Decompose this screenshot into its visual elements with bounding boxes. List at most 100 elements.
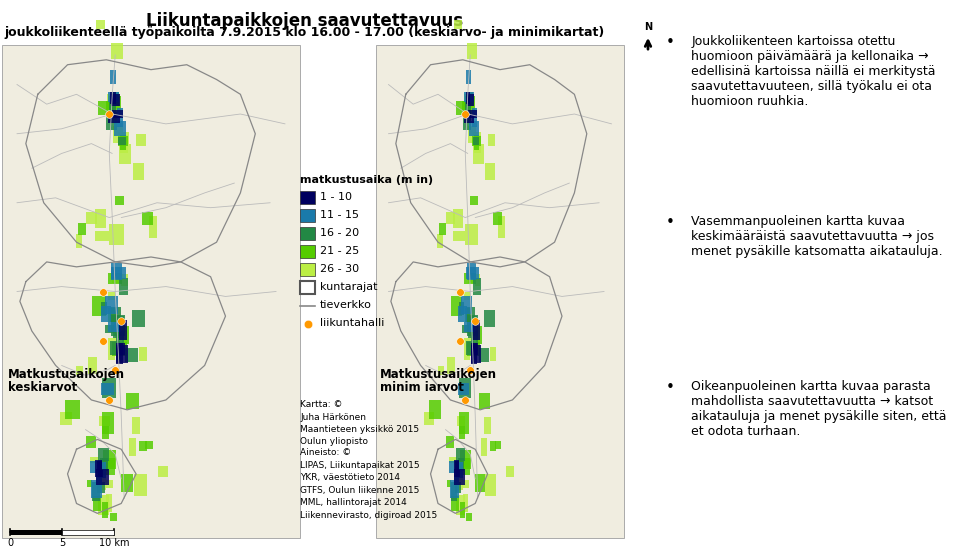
- Bar: [106, 325, 119, 333]
- Bar: [132, 310, 145, 327]
- Bar: [446, 480, 451, 487]
- Bar: [126, 349, 137, 362]
- Bar: [92, 482, 100, 500]
- Bar: [450, 480, 459, 499]
- Bar: [464, 292, 470, 300]
- Bar: [111, 342, 127, 356]
- Bar: [107, 494, 112, 512]
- Text: •: •: [665, 35, 674, 50]
- Bar: [456, 463, 463, 478]
- Bar: [486, 474, 496, 496]
- Bar: [376, 45, 624, 538]
- Bar: [468, 323, 474, 332]
- Bar: [101, 302, 108, 315]
- Bar: [458, 306, 467, 322]
- Bar: [119, 145, 132, 164]
- Bar: [99, 416, 109, 426]
- Bar: [108, 338, 115, 360]
- Bar: [300, 281, 315, 294]
- Bar: [469, 122, 479, 136]
- Bar: [467, 315, 478, 336]
- Text: Joukkoliikenteen kartoissa otettu huomioon päivämäärä ja kellonaika → edellisinä: Joukkoliikenteen kartoissa otettu huomio…: [691, 35, 936, 108]
- Bar: [102, 378, 116, 398]
- Bar: [488, 134, 495, 146]
- Bar: [108, 94, 120, 109]
- Text: 26 - 30: 26 - 30: [320, 265, 359, 275]
- Bar: [454, 469, 465, 485]
- Bar: [110, 315, 125, 336]
- Bar: [106, 480, 113, 488]
- Bar: [453, 209, 463, 228]
- Bar: [87, 480, 92, 487]
- Text: 21 - 25: 21 - 25: [320, 247, 359, 256]
- Bar: [112, 126, 123, 143]
- Text: •: •: [665, 215, 674, 230]
- Bar: [119, 343, 125, 355]
- Text: Aineisto: ©
LIPAS, Liikuntapaikat 2015
YKR, väestötieto 2014
GTFS, Oulun liikenn: Aineisto: © LIPAS, Liikuntapaikat 2015 Y…: [300, 448, 437, 520]
- Bar: [115, 316, 124, 326]
- Bar: [470, 345, 481, 363]
- Bar: [470, 316, 477, 326]
- Bar: [104, 460, 115, 467]
- Bar: [459, 378, 471, 398]
- Bar: [98, 495, 109, 515]
- Bar: [471, 109, 476, 127]
- Bar: [494, 441, 501, 449]
- Bar: [118, 136, 129, 146]
- Bar: [78, 223, 86, 236]
- Bar: [118, 136, 126, 145]
- Bar: [117, 109, 123, 127]
- Bar: [111, 43, 123, 59]
- Bar: [465, 96, 475, 114]
- Bar: [455, 460, 460, 470]
- Text: keskiarvot: keskiarvot: [8, 381, 77, 394]
- Bar: [465, 322, 474, 332]
- Bar: [456, 495, 466, 515]
- Bar: [485, 163, 494, 180]
- Bar: [92, 296, 106, 316]
- Bar: [459, 302, 464, 315]
- Text: Vasemmanpuoleinen kartta kuvaa keskimääräistä saavutettavuutta → jos menet pysäk: Vasemmanpuoleinen kartta kuvaa keskimäär…: [691, 215, 943, 258]
- Bar: [106, 112, 116, 130]
- Bar: [99, 463, 107, 478]
- Bar: [458, 458, 464, 471]
- Bar: [457, 416, 466, 426]
- Bar: [98, 448, 109, 461]
- Bar: [465, 100, 470, 116]
- Bar: [108, 115, 120, 123]
- Bar: [116, 332, 125, 342]
- Bar: [142, 212, 153, 225]
- Bar: [464, 94, 474, 109]
- Text: 16 - 20: 16 - 20: [320, 229, 359, 238]
- Bar: [108, 273, 123, 284]
- Bar: [490, 347, 496, 361]
- Bar: [467, 267, 479, 278]
- Bar: [468, 275, 476, 283]
- Bar: [467, 307, 475, 322]
- Bar: [112, 110, 123, 118]
- Text: tieverkko: tieverkko: [320, 300, 372, 311]
- Bar: [103, 458, 115, 475]
- Bar: [479, 349, 489, 362]
- Bar: [85, 436, 96, 448]
- Bar: [469, 327, 480, 342]
- Bar: [474, 135, 481, 153]
- Bar: [471, 332, 478, 342]
- Bar: [101, 306, 111, 322]
- Bar: [466, 341, 474, 355]
- Bar: [106, 101, 113, 115]
- Bar: [460, 450, 470, 469]
- Bar: [300, 245, 315, 258]
- Bar: [445, 436, 454, 448]
- Bar: [481, 438, 488, 456]
- Bar: [97, 460, 102, 470]
- Bar: [424, 412, 434, 425]
- Text: Liikuntapaikkojen saavutettavuus: Liikuntapaikkojen saavutettavuus: [147, 12, 464, 30]
- Bar: [109, 341, 120, 355]
- Text: Matkustusaikojen: Matkustusaikojen: [8, 368, 125, 381]
- Bar: [60, 412, 72, 425]
- Bar: [129, 438, 136, 456]
- Bar: [467, 94, 474, 106]
- Bar: [451, 296, 463, 316]
- Bar: [462, 296, 472, 313]
